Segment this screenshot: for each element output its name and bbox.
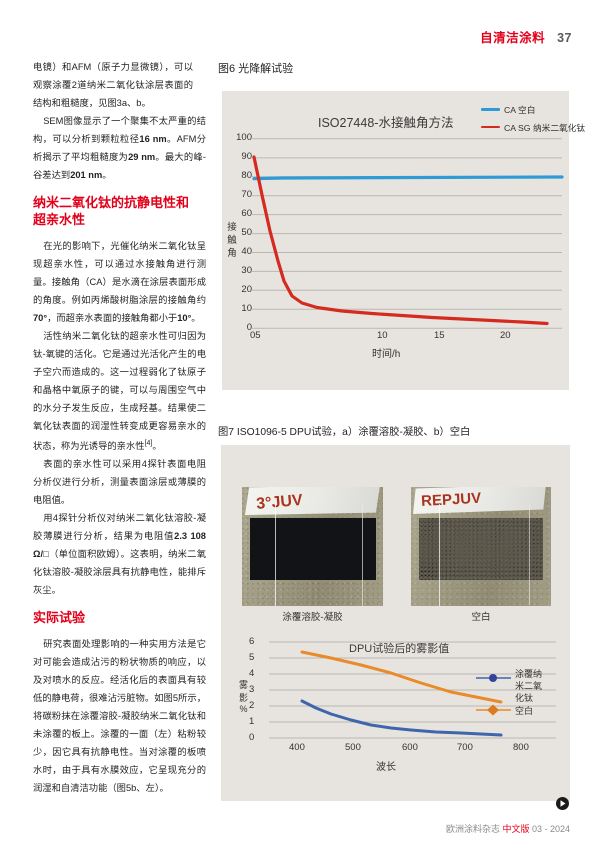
svg-text:REPJUV: REPJUV	[421, 490, 482, 509]
svg-text:3°JUV: 3°JUV	[256, 492, 304, 510]
